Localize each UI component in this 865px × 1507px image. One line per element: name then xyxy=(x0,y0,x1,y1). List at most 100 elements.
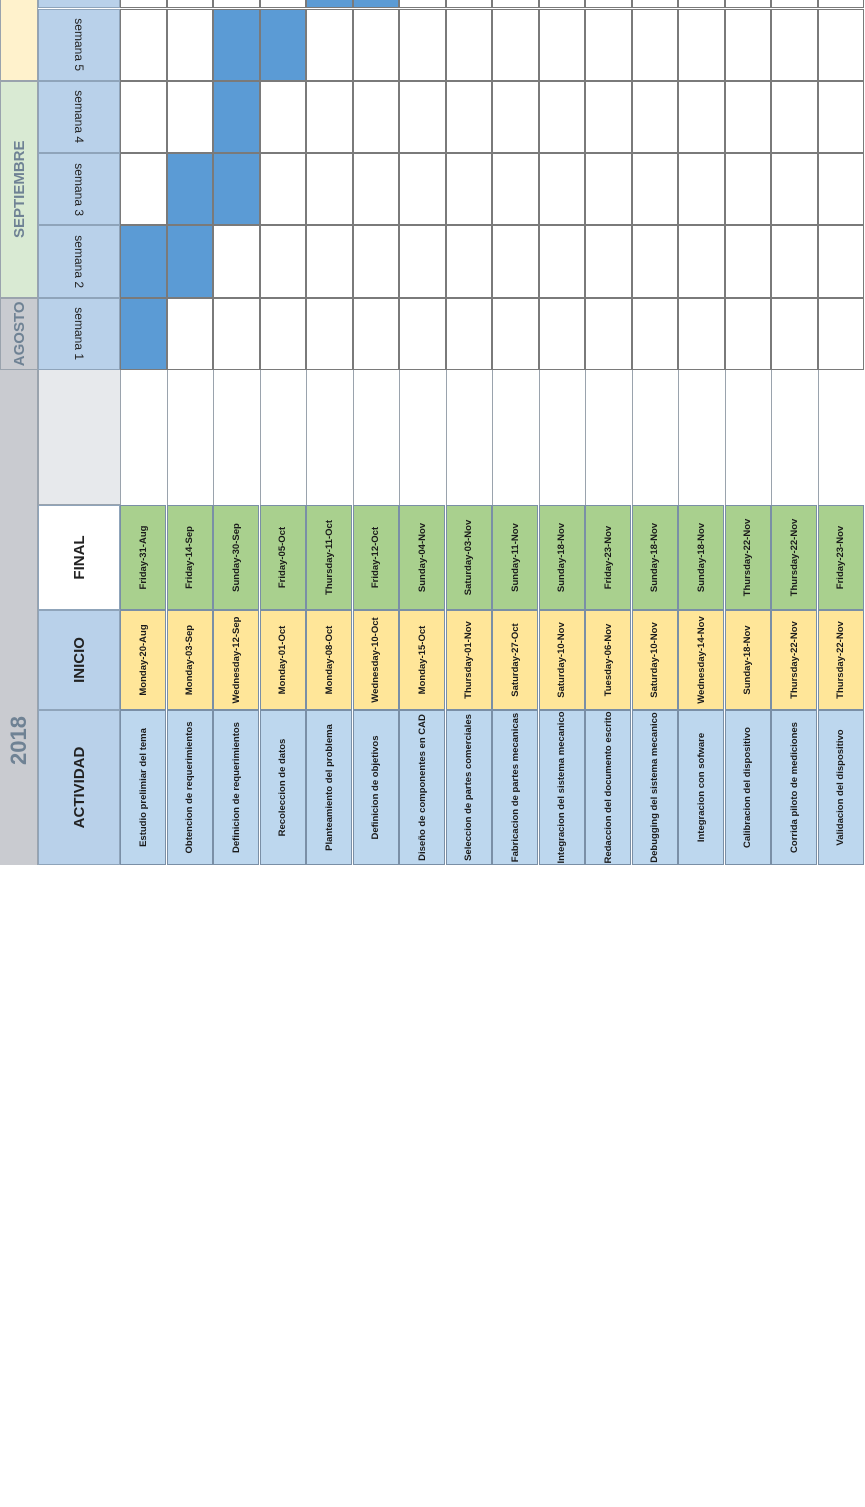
final-cell: Sunday-11-Nov xyxy=(492,505,538,610)
gantt-empty-cell xyxy=(445,8,492,81)
week-header: semana 2 xyxy=(38,225,120,298)
gantt-empty-cell xyxy=(492,0,539,9)
gantt-empty-cell xyxy=(399,225,446,298)
gantt-empty-cell xyxy=(724,225,771,298)
gantt-empty-cell xyxy=(445,153,492,226)
month-header: AGOSTO xyxy=(0,297,38,370)
gantt-empty-cell xyxy=(399,0,446,9)
actividad-cell: Integracion con sofware xyxy=(678,710,724,865)
gantt-empty-cell xyxy=(399,297,446,370)
spacer-cell xyxy=(631,370,679,505)
gantt-empty-cell xyxy=(631,80,678,154)
gantt-empty-cell xyxy=(678,297,725,370)
actividad-cell: Diseño de componentes en CAD xyxy=(399,710,445,865)
gantt-empty-cell xyxy=(538,80,585,154)
gantt-empty-cell xyxy=(631,0,678,9)
gantt-empty-cell xyxy=(585,0,632,9)
inicio-cell: Tuesday-06-Nov xyxy=(585,610,631,710)
gantt-empty-cell xyxy=(817,297,864,370)
gantt-empty-cell xyxy=(538,297,585,370)
gantt-empty-cell xyxy=(538,0,585,9)
spacer-cell xyxy=(213,370,260,505)
gantt-empty-cell xyxy=(352,297,399,370)
spacer-cell xyxy=(120,370,167,505)
gantt-empty-cell xyxy=(445,80,492,154)
inicio-cell: Wednesday-14-Nov xyxy=(678,610,724,710)
gantt-empty-cell xyxy=(771,297,818,370)
spacer-cell xyxy=(352,370,400,505)
actividad-cell: Integracion del sistema mecanico xyxy=(538,710,585,865)
actividad-cell: Validacion del dispositivo xyxy=(817,710,864,865)
gantt-empty-cell xyxy=(352,153,399,226)
gantt-empty-cell xyxy=(631,297,678,370)
gantt-empty-cell xyxy=(213,225,260,298)
gantt-empty-cell xyxy=(213,297,260,370)
actividad-cell: Seleccion de partes comerciales xyxy=(445,710,492,865)
month-header: SEPTIEMBRE xyxy=(0,80,38,298)
gantt-empty-cell xyxy=(631,8,678,81)
spacer-cell xyxy=(399,370,446,505)
gantt-empty-cell xyxy=(492,8,539,81)
gantt-empty-cell xyxy=(259,225,306,298)
week-header: semana 3 xyxy=(38,153,120,226)
gantt-empty-cell xyxy=(259,297,306,370)
gantt-empty-cell xyxy=(724,153,771,226)
gantt-empty-cell xyxy=(166,297,213,370)
gantt-empty-cell xyxy=(724,80,771,154)
gantt-empty-cell xyxy=(259,80,306,154)
gantt-empty-cell xyxy=(492,80,539,154)
gantt-empty-cell xyxy=(678,153,725,226)
gantt-empty-cell xyxy=(306,225,353,298)
gantt-bar-cell xyxy=(213,80,260,154)
spacer-cell xyxy=(771,370,818,505)
gantt-empty-cell xyxy=(631,225,678,298)
gantt-bar-cell xyxy=(120,225,167,298)
gantt-empty-cell xyxy=(771,80,818,154)
actividad-cell: Calibracion del dispositivo xyxy=(724,710,771,865)
gantt-bar-cell xyxy=(352,0,399,9)
month-header: OCTUBRE xyxy=(0,0,38,81)
final-cell: Sunday-04-Nov xyxy=(399,505,445,610)
inicio-cell: Saturday-10-Nov xyxy=(538,610,585,710)
gantt-empty-cell xyxy=(771,8,818,81)
gantt-empty-cell xyxy=(166,8,213,81)
final-header: FINAL xyxy=(38,505,120,610)
gantt-empty-cell xyxy=(492,153,539,226)
gantt-empty-cell xyxy=(445,297,492,370)
gantt-empty-cell xyxy=(213,0,260,9)
actividad-cell: Planteamiento del problema xyxy=(306,710,352,865)
gantt-empty-cell xyxy=(492,225,539,298)
actividad-cell: Estudio prelimiar del tema xyxy=(120,710,166,865)
inicio-cell: Saturday-27-Oct xyxy=(492,610,538,710)
gantt-empty-cell xyxy=(585,80,632,154)
gantt-empty-cell xyxy=(120,153,167,226)
inicio-cell: Monday-01-Oct xyxy=(259,610,306,710)
actividad-cell: Redaccion del documento escrito xyxy=(585,710,631,865)
inicio-cell: Thursday-01-Nov xyxy=(445,610,492,710)
final-cell: Friday-31-Aug xyxy=(120,505,166,610)
inicio-header: INICIO xyxy=(38,610,120,710)
final-cell: Thursday-22-Nov xyxy=(771,505,817,610)
gantt-empty-cell xyxy=(817,80,864,154)
inicio-cell: Saturday-10-Nov xyxy=(631,610,678,710)
gantt-empty-cell xyxy=(678,8,725,81)
gantt-empty-cell xyxy=(166,0,213,9)
week-header: semana 6 xyxy=(38,0,120,9)
inicio-cell: Wednesday-12-Sep xyxy=(213,610,259,710)
week-label: semana 4 xyxy=(72,90,86,144)
gantt-empty-cell xyxy=(306,297,353,370)
gantt-bar-cell xyxy=(166,153,213,226)
actividad-cell: Corrida piloto de mediciones xyxy=(771,710,817,865)
week-header: semana 5 xyxy=(38,8,120,81)
gantt-bar-cell xyxy=(213,8,260,81)
final-cell: Sunday-30-Sep xyxy=(213,505,259,610)
actividad-cell: Fabricacion de partes mecanicas xyxy=(492,710,538,865)
gantt-empty-cell xyxy=(585,153,632,226)
gantt-empty-cell xyxy=(445,0,492,9)
gantt-bar-cell xyxy=(166,225,213,298)
gantt-empty-cell xyxy=(306,80,353,154)
gantt-empty-cell xyxy=(585,297,632,370)
gantt-bar-cell xyxy=(306,0,353,9)
spacer-cell xyxy=(445,370,493,505)
week-label: semana 3 xyxy=(72,162,86,216)
